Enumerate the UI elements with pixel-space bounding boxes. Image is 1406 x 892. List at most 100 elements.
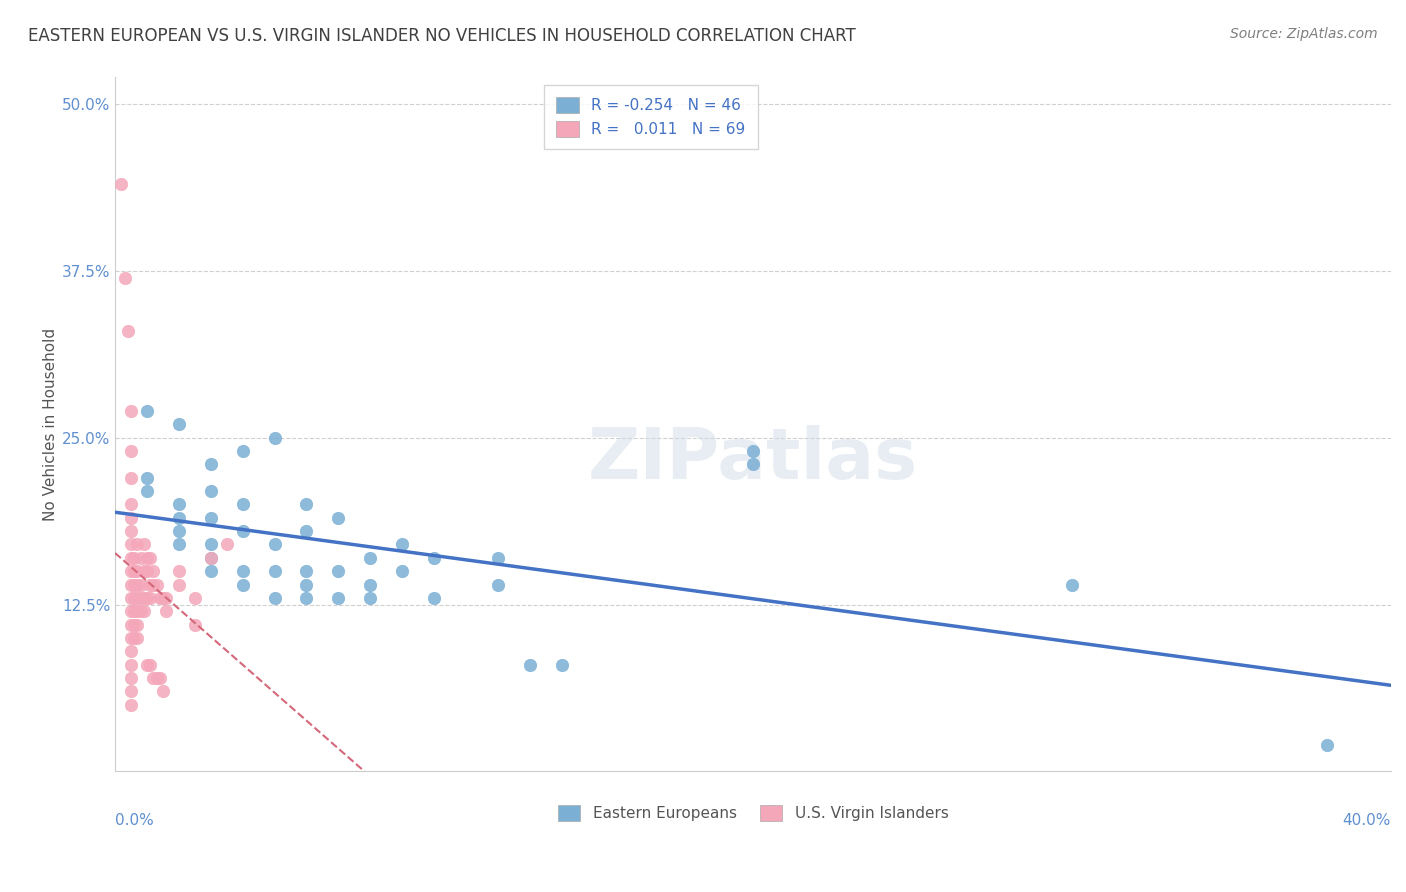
Point (127, 577, 149, 591)
Point (155, 604, 177, 618)
Point (149, 591, 172, 605)
Point (120, 564, 142, 578)
Point (132, 591, 155, 605)
Point (120, 550, 142, 565)
Point (110, 177, 132, 191)
Point (114, 270, 136, 285)
Point (167, 537, 190, 551)
Point (127, 617, 149, 632)
Point (132, 537, 155, 551)
Point (167, 577, 190, 591)
Point (200, 511, 222, 525)
Point (122, 550, 145, 565)
Point (127, 537, 149, 551)
Point (391, 537, 413, 551)
Point (142, 564, 165, 578)
Point (129, 577, 152, 591)
Point (136, 657, 159, 672)
Point (120, 404, 142, 418)
Point (295, 564, 318, 578)
Point (295, 524, 318, 538)
Text: 40.0%: 40.0% (1343, 813, 1391, 828)
Point (120, 511, 142, 525)
Point (423, 550, 446, 565)
Point (742, 444, 765, 458)
Point (132, 564, 155, 578)
Point (120, 524, 142, 538)
Point (328, 511, 350, 525)
Point (295, 498, 318, 512)
Point (359, 577, 381, 591)
Point (184, 591, 207, 605)
Point (127, 564, 149, 578)
Text: ZIPatlas: ZIPatlas (588, 425, 918, 493)
Point (120, 604, 142, 618)
Point (1316, 738, 1339, 752)
Point (200, 484, 222, 499)
Point (120, 644, 142, 658)
Point (120, 698, 142, 712)
Point (200, 564, 222, 578)
Point (120, 498, 142, 512)
Point (120, 617, 142, 632)
Point (120, 671, 142, 685)
Point (200, 550, 222, 565)
Text: Source: ZipAtlas.com: Source: ZipAtlas.com (1230, 27, 1378, 41)
Point (122, 577, 145, 591)
Point (232, 577, 254, 591)
Point (120, 444, 142, 458)
Point (263, 564, 285, 578)
Point (127, 631, 149, 645)
Text: 0.0%: 0.0% (115, 813, 153, 828)
Point (167, 498, 190, 512)
Point (120, 657, 142, 672)
Point (122, 604, 145, 618)
Point (139, 591, 162, 605)
Point (200, 537, 222, 551)
Point (167, 564, 190, 578)
Point (486, 577, 509, 591)
Point (142, 671, 165, 685)
Point (139, 657, 162, 672)
Point (122, 591, 145, 605)
Point (136, 564, 159, 578)
Point (167, 417, 190, 432)
Point (200, 550, 222, 565)
Point (486, 550, 509, 565)
Y-axis label: No Vehicles in Household: No Vehicles in Household (44, 328, 58, 521)
Point (139, 550, 162, 565)
Point (295, 577, 318, 591)
Point (359, 591, 381, 605)
Point (152, 684, 174, 698)
Point (550, 657, 572, 672)
Point (167, 524, 190, 538)
Point (263, 537, 285, 551)
Point (232, 524, 254, 538)
Point (145, 671, 167, 685)
Point (328, 591, 350, 605)
Point (122, 617, 145, 632)
Point (167, 511, 190, 525)
Point (129, 550, 152, 565)
Point (139, 577, 162, 591)
Point (120, 537, 142, 551)
Point (423, 591, 446, 605)
Point (742, 458, 765, 472)
Point (122, 564, 145, 578)
Point (122, 631, 145, 645)
Point (328, 564, 350, 578)
Point (132, 604, 155, 618)
Point (127, 604, 149, 618)
Point (129, 591, 152, 605)
Point (295, 591, 318, 605)
Point (136, 591, 159, 605)
Point (127, 591, 149, 605)
Point (136, 471, 159, 485)
Legend: Eastern Europeans, U.S. Virgin Islanders: Eastern Europeans, U.S. Virgin Islanders (546, 793, 960, 833)
Point (136, 484, 159, 499)
Point (232, 444, 254, 458)
Point (519, 657, 541, 672)
Point (145, 577, 167, 591)
Point (215, 537, 238, 551)
Point (136, 550, 159, 565)
